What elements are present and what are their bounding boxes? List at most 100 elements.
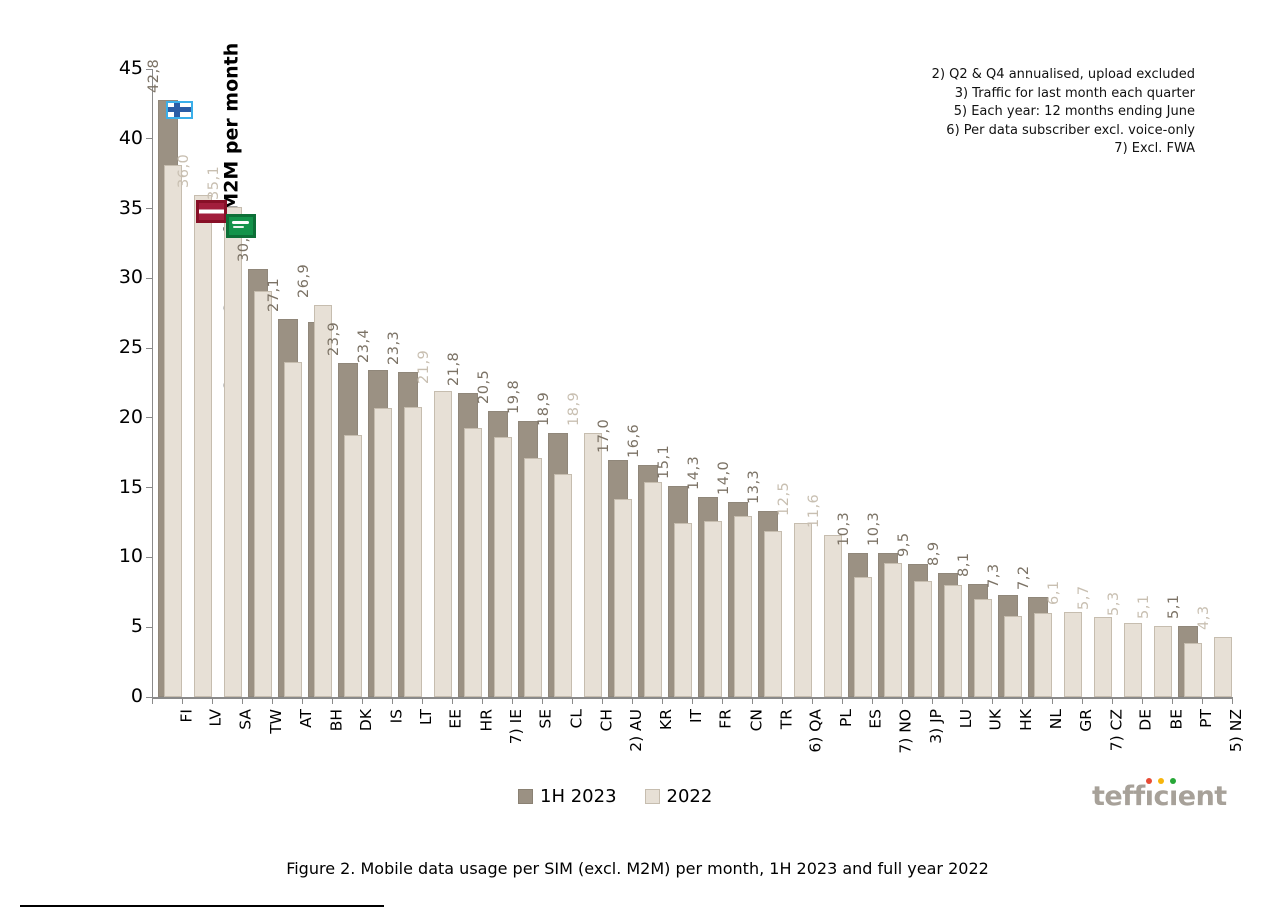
bar-group-lv: 36,0 LV [176,69,225,727]
y-tick-label: 15 [118,475,143,498]
value-label: 5,1 [1136,594,1152,619]
bar-2022 [314,305,332,697]
bar-group-gr: 6,1 GR [1046,69,1095,731]
lv-flag-icon [196,200,227,223]
category-label: 5) NZ [1227,709,1245,753]
value-label: 20,5 [476,369,492,404]
x-tick [1112,699,1113,704]
bar-group-is: 23,4 IS [356,69,405,724]
x-tick [212,699,213,704]
x-tick [1232,699,1233,704]
value-label: 11,6 [806,493,822,528]
bar-2022 [704,521,722,697]
logo-text-end: ent [1177,781,1227,812]
legend-item-2022: 2022 [644,786,712,807]
x-tick [362,699,363,704]
value-label: 36,0 [176,153,192,188]
y-tick-label: 5 [130,615,143,638]
y-tick-label: 35 [118,196,143,219]
chart-footnote-line: 2) Q2 & Q4 annualised, upload excluded [931,67,1195,82]
plot-area: 42,8 FI 36,0 LV 35,1 SA 30,7 TW 27,1 AT 26,9 BH 23,9… [146,59,1245,754]
value-label: 18,9 [566,391,582,426]
value-label: 14,0 [716,460,732,495]
y-tick-label: 10 [118,545,143,568]
bar-group-sa: 35,1 SA [206,69,255,730]
x-axis-line [152,697,1233,699]
value-label: 10,3 [836,511,852,546]
bar-2022 [1214,637,1232,697]
category-label: PT [1197,709,1215,728]
logo-yellow-dot-c: c [1153,781,1169,812]
x-tick [1142,699,1143,704]
bar-group-cn: 14,0 CN [716,69,765,732]
tefficient-logo: teffıcıent [1092,781,1227,812]
figure-caption: Figure 2. Mobile data usage per SIM (exc… [286,859,989,878]
x-tick [812,699,813,704]
x-tick [182,699,183,704]
bar-2022 [794,523,812,697]
x-tick [452,699,453,704]
category-label: LT [417,709,435,725]
y-tick-label: 40 [118,126,143,149]
bar-group-ie: 20,5 7) IE [476,69,525,745]
legend-swatch-2022 [644,789,660,804]
bar-group-no: 10,3 7) NO [866,69,915,754]
x-tick [1202,699,1203,704]
bar-group-nl: 7,2 NL [1016,69,1065,729]
bar-group-fr: 14,3 FR [686,69,735,729]
y-tick-label: 30 [118,266,143,289]
bar-group-at: 27,1 AT [266,69,315,728]
y-tick-label: 45 [118,57,143,79]
category-label: CN [747,709,765,732]
bar-group-pt: 5,1 PT [1166,69,1215,727]
bar-group-ee: 21,9 EE [416,69,465,729]
chart-footnotes: 2) Q2 & Q4 annualised, upload excluded 3)… [932,66,1195,159]
sa-flag-icon [226,214,256,238]
legend-item-1h2023: 1H 2023 [518,786,617,807]
bar-2022 [434,391,452,697]
bar-2022 [284,362,302,697]
value-label: 42,8 [146,58,162,93]
value-label: 12,5 [776,481,792,516]
x-tick [752,699,753,704]
x-tick [332,699,333,704]
footnote-divider-rule [20,905,384,907]
legend-swatch-1h2023 [518,789,533,804]
y-tick [146,696,153,698]
value-label: 21,9 [416,349,432,384]
chart-footnote-line: 6) Per data subscriber excl. voice-only [946,122,1195,138]
chart-footnote-line: 5) Each year: 12 months ending June [953,104,1195,119]
bar-group-lt: 23,3 LT [386,69,435,725]
bar-group-cl: 18,9 CL [536,69,585,729]
x-tick [722,699,723,704]
bar-group-tw: 30,7 TW [236,69,285,734]
bar-2022 [404,407,422,697]
bar-2022 [734,516,752,697]
value-label: 10,3 [866,511,882,546]
x-tick [572,699,573,704]
bar-2022 [1064,612,1082,697]
value-label: 9,5 [896,532,912,557]
bar-2022 [374,408,392,697]
x-tick [992,699,993,704]
bar-group-tr: 13,3 TR [746,69,795,730]
value-label: 13,3 [746,469,762,504]
x-tick [422,699,423,704]
bar-2022 [584,433,602,697]
value-label: 5,7 [1076,585,1092,610]
value-label: 4,3 [1196,605,1212,630]
x-tick [482,699,483,704]
bar-group-hk: 7,3 HK [986,69,1035,730]
category-label: 7) CZ [1107,709,1125,752]
category-label: HK [1017,709,1035,731]
bar-2022 [1034,613,1052,697]
y-tick [146,277,153,279]
category-label: UK [987,709,1005,731]
category-label: 2) AU [627,709,645,752]
x-tick [932,699,933,704]
category-label: GR [1077,709,1095,732]
x-tick [692,699,693,704]
value-label: 27,1 [266,277,282,312]
bar-group-pl: 11,6 PL [806,69,855,727]
bar-group-jp: 9,5 3) JP [896,69,945,743]
